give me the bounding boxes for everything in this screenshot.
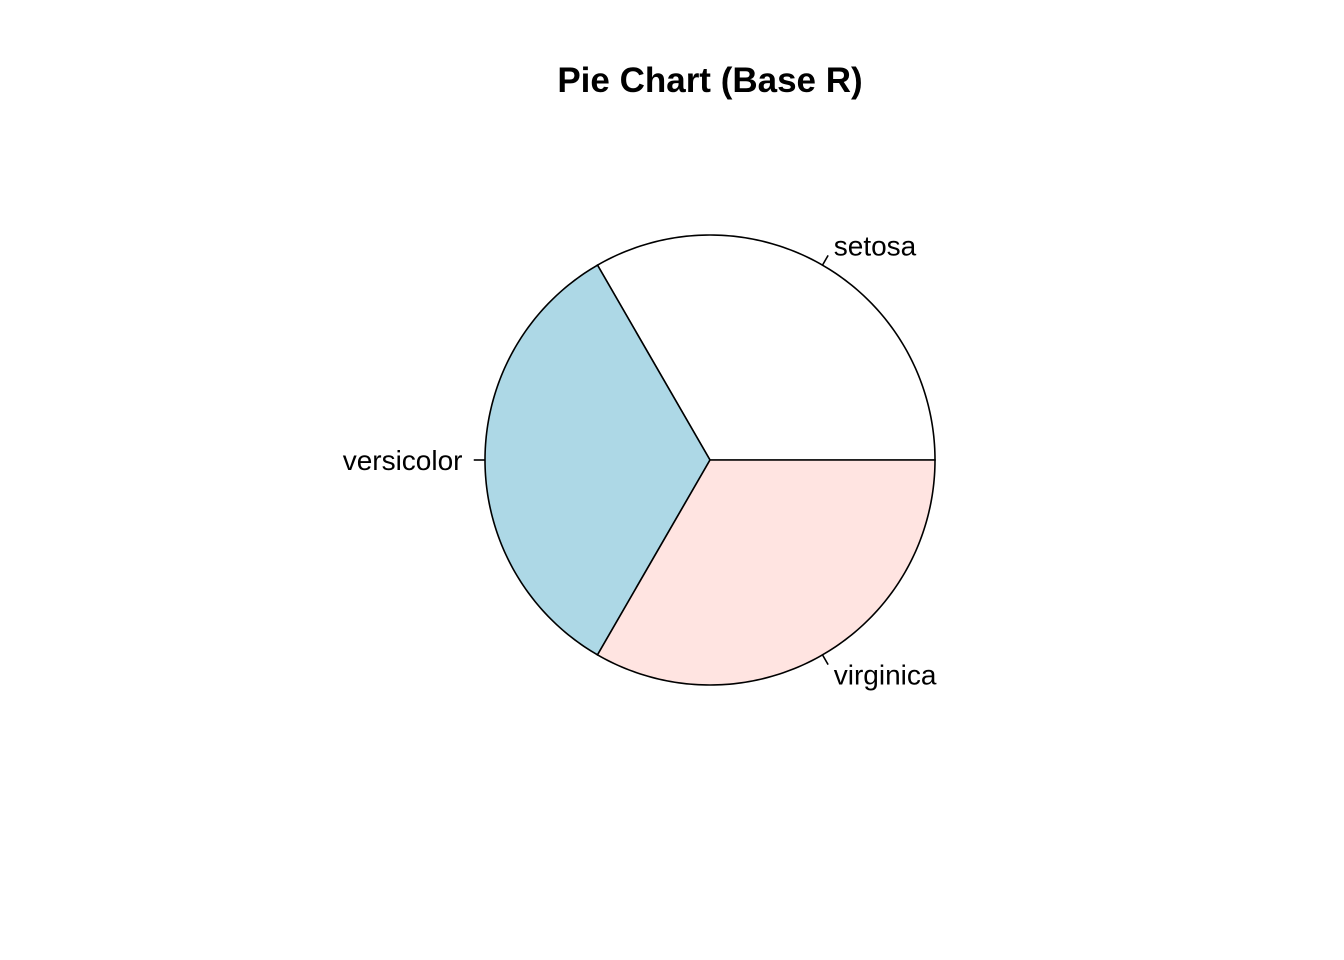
pie-label-versicolor: versicolor — [343, 445, 463, 476]
pie-leader-virginica — [821, 654, 829, 665]
pie-leader-lines — [473, 255, 829, 665]
pie-leader-setosa — [821, 255, 829, 266]
chart-title: Pie Chart (Base R) — [557, 61, 862, 100]
pie-labels: setosa versicolor virginica — [343, 231, 937, 691]
pie-slices — [484, 234, 936, 686]
pie-label-virginica: virginica — [834, 659, 937, 690]
pie-label-setosa: setosa — [834, 231, 917, 262]
